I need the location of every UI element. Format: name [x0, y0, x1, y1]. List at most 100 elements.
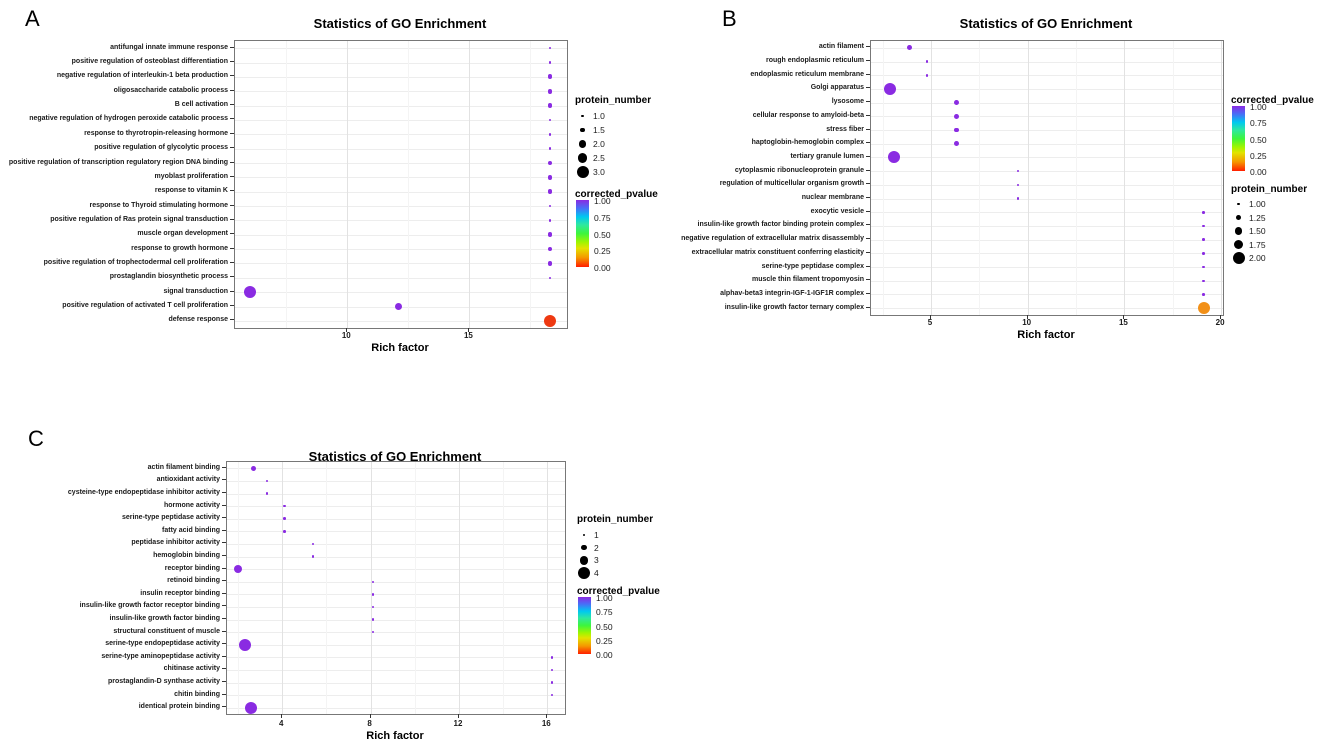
grid-line-horizontal	[871, 267, 1223, 268]
grid-line-horizontal	[227, 619, 565, 621]
y-axis-label: antifungal innate immune response	[110, 43, 228, 51]
panel-c-plot-area	[226, 461, 566, 715]
legend-size-dot-box	[578, 533, 590, 537]
grid-line-horizontal	[235, 263, 567, 265]
y-axis-label: Golgi apparatus	[810, 84, 864, 92]
legend-color-label: 0.00	[594, 263, 611, 273]
legend-size-dot-box	[576, 127, 589, 133]
y-axis-label: structural constituent of muscle	[113, 627, 220, 635]
grid-line-vertical-major	[459, 462, 460, 714]
y-axis-tick	[866, 73, 870, 75]
y-axis-label: insulin-like growth factor binding	[109, 615, 220, 622]
data-point	[265, 479, 268, 483]
legend-size-entry: 2	[578, 542, 599, 554]
data-point	[394, 302, 403, 311]
y-axis-tick	[230, 290, 234, 292]
y-axis-tick	[866, 251, 870, 253]
y-axis-tick	[222, 605, 226, 607]
x-axis-tick	[369, 714, 371, 718]
y-axis-label: tertiary granule lumen	[790, 152, 864, 160]
data-point	[1202, 211, 1205, 214]
grid-line-horizontal	[235, 320, 567, 322]
panel-b-letter: B	[722, 6, 737, 31]
grid-line-horizontal	[235, 91, 567, 93]
panel-a-letter: A	[25, 6, 40, 31]
grid-line-horizontal	[235, 62, 567, 64]
y-axis-tick	[866, 169, 870, 171]
grid-line-horizontal	[227, 707, 565, 709]
x-axis-tick-label: 15	[463, 331, 473, 340]
y-axis-label: cytoplasmic ribonucleoprotein granule	[734, 166, 864, 174]
legend-size-dot-box	[1232, 227, 1245, 235]
y-axis-tick	[866, 279, 870, 281]
y-axis-label: myoblast proliferation	[154, 172, 228, 180]
y-axis-tick	[222, 542, 226, 544]
y-axis-tick	[230, 218, 234, 220]
legend-size-entry: 2.5	[576, 152, 605, 164]
data-point	[543, 314, 556, 327]
data-point	[953, 113, 959, 119]
legend-color-label: 0.00	[1250, 167, 1267, 177]
y-axis-tick	[222, 479, 226, 481]
y-axis-label: response to vitamin K	[154, 187, 228, 195]
grid-line-vertical-minor	[414, 462, 416, 714]
y-axis-tick	[222, 655, 226, 657]
y-axis-tick	[230, 175, 234, 177]
grid-line-horizontal	[227, 632, 565, 634]
data-point	[238, 638, 251, 651]
y-axis-label: oligosaccharide catabolic process	[113, 86, 228, 94]
legend-color-gradient-bar	[578, 597, 591, 654]
data-point	[283, 517, 286, 520]
data-point	[888, 151, 901, 164]
data-point	[548, 61, 552, 64]
data-point	[548, 276, 552, 279]
legend-color-label: 0.75	[594, 212, 611, 223]
grid-line-horizontal	[227, 543, 565, 545]
y-axis-tick	[230, 46, 234, 48]
y-axis-tick	[230, 89, 234, 91]
y-axis-label: antioxidant activity	[156, 476, 220, 484]
y-axis-tick	[866, 60, 870, 61]
data-point	[550, 656, 553, 659]
panel-b-plot-area	[870, 40, 1224, 316]
grid-line-horizontal	[871, 130, 1223, 131]
data-point	[250, 465, 257, 472]
y-axis-tick	[230, 204, 234, 206]
legend-size-dot	[577, 153, 588, 163]
legend-size-dot-box	[1232, 202, 1245, 206]
data-point	[925, 60, 929, 63]
y-axis-label: exocytic vesicle	[810, 207, 864, 215]
grid-line-horizontal	[871, 253, 1223, 255]
legend-size-entry: 3	[578, 554, 599, 566]
data-point	[548, 118, 552, 122]
legend-color-label: 1.00	[1250, 102, 1267, 112]
x-axis-tick-label: 10	[341, 331, 351, 340]
y-axis-label: insulin receptor binding	[140, 589, 220, 597]
data-point	[925, 74, 929, 77]
x-axis-tick	[546, 714, 548, 718]
grid-line-horizontal	[871, 102, 1223, 104]
grid-line-vertical-minor	[238, 462, 239, 714]
y-axis-tick	[222, 630, 226, 632]
grid-line-horizontal	[235, 119, 567, 121]
y-axis-tick	[866, 238, 870, 240]
data-point	[1016, 169, 1020, 173]
y-axis-label: extracellular matrix constituent conferr…	[691, 248, 864, 256]
x-axis-tick-label: 20	[1215, 318, 1225, 327]
grid-line-horizontal	[227, 644, 565, 646]
y-axis-tick	[222, 504, 226, 506]
legend-size-entry: 2.0	[576, 138, 605, 150]
y-axis-label: negative regulation of hydrogen peroxide…	[29, 115, 228, 123]
grid-line-horizontal	[871, 116, 1223, 118]
grid-line-horizontal	[227, 594, 565, 596]
data-point	[283, 530, 286, 533]
grid-line-horizontal	[235, 163, 567, 164]
legend-color-title: corrected_pvalue	[577, 586, 660, 597]
data-point	[371, 605, 375, 609]
legend-size-entry: 1.0	[576, 110, 605, 122]
grid-line-vertical-major	[282, 462, 284, 714]
x-axis-tick	[281, 714, 283, 718]
